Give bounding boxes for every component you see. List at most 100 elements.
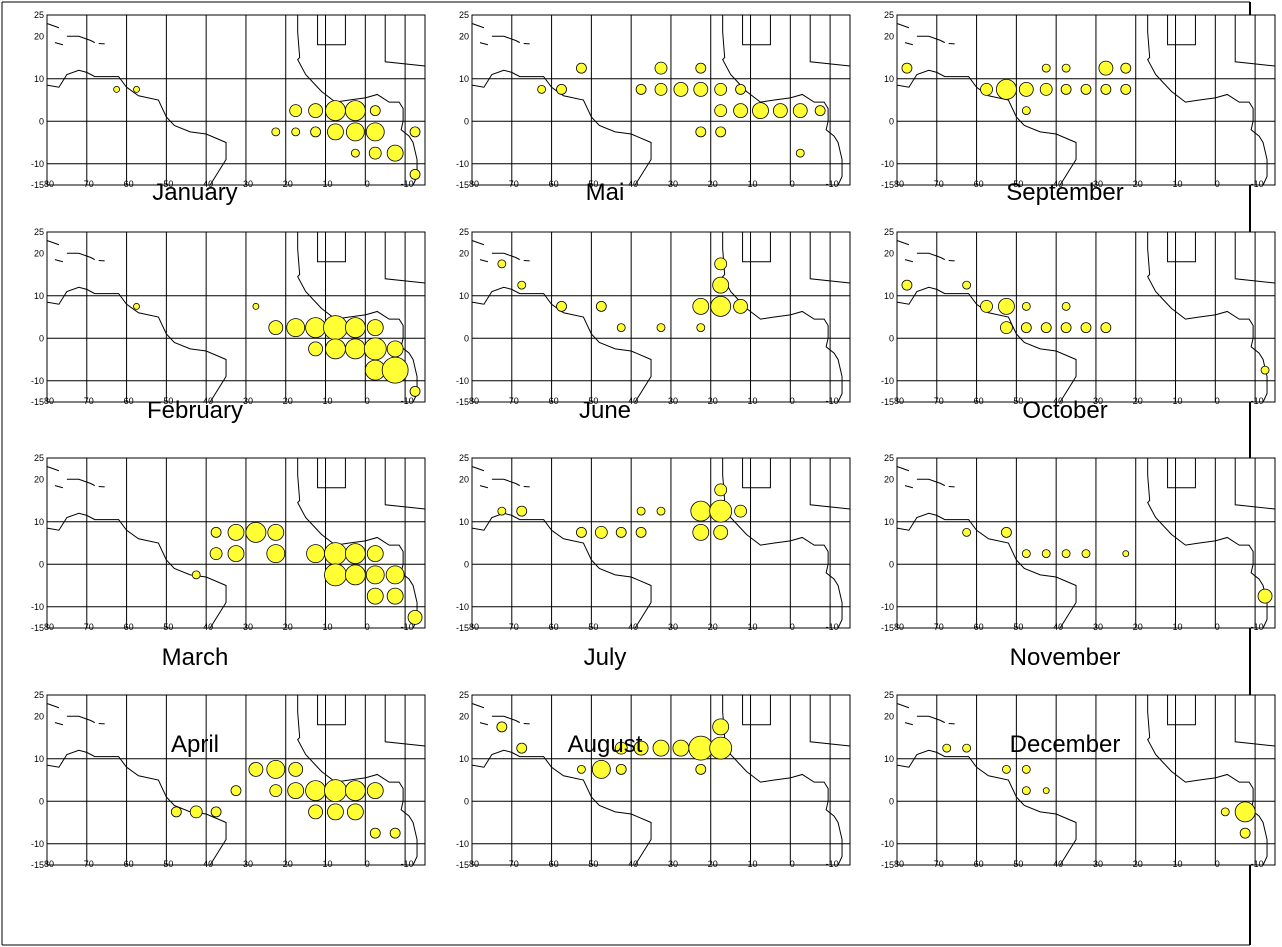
- bubble: [324, 542, 347, 566]
- bubble: [409, 126, 421, 138]
- coastline: [66, 252, 95, 261]
- lat-tick-label: -10: [31, 839, 44, 849]
- bubble: [633, 740, 649, 756]
- lat-tick-label: 25: [884, 227, 894, 237]
- coastline: [809, 232, 851, 284]
- lon-tick-label: 20: [1133, 179, 1143, 189]
- month-label: January: [152, 179, 237, 206]
- lon-tick-label: 10: [748, 179, 758, 189]
- coastline: [317, 695, 346, 726]
- map-panel: 25 20 10 0 -10 -15 80 70 60 50 40 30 20 10 0 -10: [881, 690, 1276, 870]
- lon-tick-label: -10: [401, 859, 414, 869]
- coastline: [896, 703, 910, 709]
- lon-tick-label: 70: [934, 622, 944, 632]
- bubble: [327, 803, 344, 821]
- lon-tick-label: 10: [323, 859, 333, 869]
- lon-tick-label: 0: [790, 859, 795, 869]
- lon-tick-label: 30: [668, 622, 678, 632]
- bubble: [616, 323, 626, 333]
- lat-tick-label: 20: [884, 474, 894, 484]
- lat-tick-label: 25: [459, 690, 469, 700]
- lon-tick-label: 60: [124, 396, 134, 406]
- lon-tick-label: 0: [1215, 859, 1220, 869]
- coastline: [54, 259, 64, 263]
- bubble: [712, 276, 730, 294]
- lat-tick-label: -15: [881, 623, 894, 633]
- lat-tick-label: 20: [459, 474, 469, 484]
- map-frame: [896, 14, 1276, 186]
- bubble: [323, 315, 348, 341]
- lat-tick-label: -10: [31, 602, 44, 612]
- bubble: [901, 62, 913, 74]
- lat-tick-label: -10: [881, 159, 894, 169]
- lat-tick-label: 10: [884, 517, 894, 527]
- coastline: [471, 703, 485, 709]
- lat-tick-label: 0: [889, 796, 894, 806]
- bubble: [1120, 83, 1132, 95]
- lat-tick-label: -15: [456, 180, 469, 190]
- lat-tick-label: -10: [456, 602, 469, 612]
- lon-tick-label: 70: [934, 859, 944, 869]
- coastline: [742, 695, 771, 726]
- coastline: [742, 15, 771, 46]
- lat-tick-label: -15: [31, 623, 44, 633]
- coastline: [896, 286, 1077, 403]
- bubble: [133, 85, 140, 93]
- lon-tick-label: 30: [1093, 179, 1103, 189]
- bubble: [1260, 365, 1270, 375]
- bubble: [1060, 83, 1072, 95]
- bubble: [942, 743, 952, 753]
- lat-tick-label: 25: [34, 453, 44, 463]
- lon-tick-label: 80: [44, 859, 54, 869]
- bubble: [227, 545, 245, 563]
- lat-tick-label: 20: [34, 474, 44, 484]
- lat-tick-label: -15: [881, 397, 894, 407]
- bubble: [248, 761, 264, 777]
- lon-tick-label: 80: [894, 859, 904, 869]
- lon-tick-label: -10: [1251, 859, 1264, 869]
- map-frame: [896, 694, 1276, 866]
- bubble: [695, 126, 707, 138]
- bubble: [113, 85, 121, 93]
- coastline: [896, 23, 910, 29]
- bubble: [556, 300, 567, 312]
- bubble: [556, 83, 567, 95]
- lat-tick-label: -10: [881, 839, 894, 849]
- bubble: [1040, 322, 1052, 334]
- bubble: [980, 82, 993, 96]
- map-panel: 25 20 10 0 -10 -15 80 70 60 50 40 30 20 10 0 -10: [881, 227, 1276, 407]
- month-label: April: [171, 731, 219, 758]
- bubble: [772, 103, 788, 119]
- bubble: [591, 759, 611, 779]
- lat-tick-label: 0: [39, 333, 44, 343]
- lat-tick-label: 10: [884, 754, 894, 764]
- lat-tick-label: 20: [884, 248, 894, 258]
- lon-tick-label: 0: [1215, 622, 1220, 632]
- lon-tick-label: 20: [283, 396, 293, 406]
- coastline: [297, 15, 418, 186]
- lat-tick-label: -10: [31, 159, 44, 169]
- lon-tick-label: 60: [974, 396, 984, 406]
- lat-tick-label: 10: [459, 754, 469, 764]
- lon-tick-label: -10: [826, 396, 839, 406]
- coastline: [896, 240, 910, 246]
- coastline: [916, 715, 945, 724]
- lon-tick-label: 30: [668, 859, 678, 869]
- lon-tick-label: 40: [1053, 396, 1063, 406]
- bubble: [615, 526, 627, 538]
- bubble: [576, 526, 587, 538]
- lon-tick-label: 70: [84, 396, 94, 406]
- coastline: [479, 485, 489, 489]
- coastline: [46, 512, 227, 629]
- map-frame: [46, 231, 426, 403]
- lon-tick-label: 70: [509, 622, 519, 632]
- bubble: [366, 545, 384, 563]
- lon-tick-label: 60: [124, 179, 134, 189]
- lat-tick-label: -10: [456, 159, 469, 169]
- lon-tick-label: 0: [365, 179, 370, 189]
- bubble: [1021, 549, 1031, 559]
- bubble: [386, 587, 404, 605]
- coastline: [54, 42, 64, 46]
- coastline: [904, 259, 914, 263]
- bubble: [792, 103, 808, 119]
